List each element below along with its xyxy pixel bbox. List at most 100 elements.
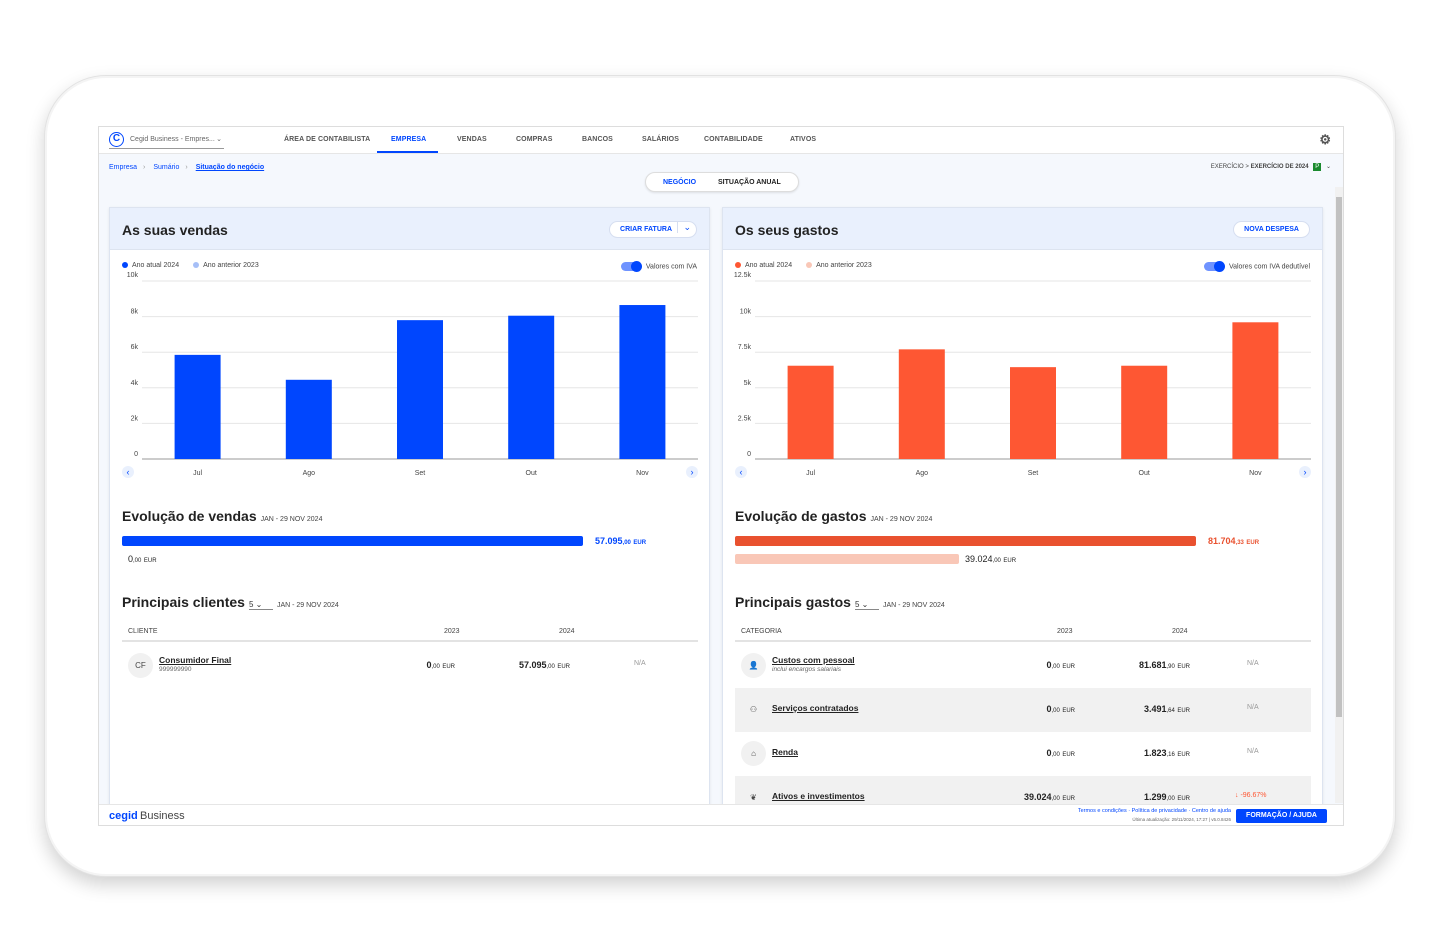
legend-dot — [193, 262, 200, 269]
legend-current: Ano atual 2024 — [132, 262, 180, 269]
chevron-down-icon: ⌄ — [1325, 164, 1331, 170]
period-label: JAN - 29 NOV 2024 — [882, 602, 945, 609]
company-selector[interactable]: C Cegid Business - Empres... ⌄ — [109, 132, 224, 149]
value-2024: 1.299,00 EUR — [1143, 792, 1190, 802]
change-value: N/A — [634, 660, 646, 667]
nav-area-contabilista[interactable]: ÁREA DE CONTABILISTA — [284, 136, 371, 143]
footer-links[interactable]: Termos e condições · Política de privaci… — [1077, 808, 1231, 814]
y-tick-label: 7.5k — [738, 344, 752, 351]
toggle-switch[interactable] — [1203, 260, 1225, 272]
nav-ativos[interactable]: ATIVOS — [790, 136, 817, 143]
x-tick-label: Jul — [806, 470, 815, 477]
vat-toggle[interactable]: Valores com IVA dedutível — [1203, 260, 1310, 272]
table-row[interactable]: ⌂ Renda 0,00 EUR 1.823,16 EUR N/A — [735, 732, 1311, 776]
evolution-heading: Evolução de vendas — [122, 508, 257, 524]
chevron-right-arrow[interactable]: › — [691, 467, 694, 477]
top-nav: C Cegid Business - Empres... ⌄ ÁREA DE C… — [99, 127, 1343, 154]
scrollbar-thumb[interactable] — [1336, 197, 1342, 717]
y-tick-label: 10k — [127, 272, 139, 279]
value-2023: 0,00 EUR — [426, 660, 455, 670]
change-value: ↓ -96.67% — [1235, 792, 1267, 799]
count-select[interactable]: 5 ⌄ — [854, 600, 879, 610]
category-link[interactable]: Custos com pessoal — [772, 655, 855, 665]
value-2024: 81.681,90 EUR — [1138, 660, 1190, 670]
toggle-switch[interactable] — [620, 260, 642, 272]
panel-header: As suas vendas CRIAR FATURA ⌄ — [110, 208, 709, 250]
nav-vendas[interactable]: VENDAS — [457, 136, 487, 143]
brand-suffix: Business — [140, 810, 185, 822]
chevron-down-icon[interactable]: ⌄ — [677, 222, 691, 233]
vat-toggle[interactable]: Valores com IVA — [620, 260, 697, 272]
x-tick-label: Ago — [303, 470, 316, 477]
toggle-label: Valores com IVA — [645, 263, 697, 271]
period-label: JAN - 29 NOV 2024 — [260, 516, 323, 523]
nav-contabilidade[interactable]: CONTABILIDADE — [704, 136, 763, 143]
prev-arrow[interactable] — [122, 466, 134, 478]
chart-legend: Ano atual 2024 Ano anterior 2023 — [122, 262, 259, 269]
col-header-2023: 2023 — [1057, 628, 1073, 635]
x-tick-label: Nov — [636, 470, 649, 477]
change-value: N/A — [1247, 748, 1259, 755]
help-button[interactable]: FORMAÇÃO / AJUDA — [1236, 809, 1327, 823]
avatar: CF — [128, 653, 153, 678]
chevron-down-icon: ⌄ — [216, 136, 222, 143]
value-2023: 0,00 EUR — [1046, 660, 1075, 670]
expenses-bar-chart: 0 2.5k 5k 7.5k 10k 12.5k Jul Ago Set Out Nov ‹ › — [734, 272, 1311, 478]
nav-compras[interactable]: COMPRAS — [516, 136, 553, 143]
table-row[interactable]: 👤 Custos com pessoal inclui encargos sal… — [735, 644, 1311, 688]
breadcrumb-current[interactable]: Situação do negócio — [195, 164, 265, 171]
next-arrow[interactable] — [1299, 466, 1311, 478]
footer: cegid Business Termos e condições · Polí… — [99, 804, 1343, 825]
legend-dot — [735, 262, 741, 269]
chevron-right-arrow[interactable]: › — [1304, 467, 1307, 477]
app-screen: C Cegid Business - Empres... ⌄ ÁREA DE C… — [98, 126, 1344, 826]
tab-situacao-anual[interactable]: SITUAÇÃO ANUAL — [718, 179, 781, 186]
scrollbar[interactable] — [1335, 187, 1343, 803]
value-2024: 3.491,64 EUR — [1143, 704, 1190, 714]
chevron-left-arrow[interactable]: ‹ — [740, 467, 743, 477]
panel-header: Os seus gastos NOVA DESPESA — [723, 208, 1322, 250]
category-link[interactable]: Serviços contratados — [772, 703, 859, 713]
new-expense-button[interactable]: NOVA DESPESA — [1233, 221, 1310, 238]
col-header-category: CATEGORIA — [741, 628, 782, 635]
company-name: Cegid Business - Empres... — [130, 136, 215, 143]
bar-out — [508, 315, 555, 459]
breadcrumb-empresa[interactable]: Empresa — [109, 164, 138, 171]
col-header-client: CLIENTE — [128, 628, 158, 635]
create-invoice-button[interactable]: CRIAR FATURA — [609, 221, 697, 238]
category-link[interactable]: Ativos e investimentos — [772, 791, 865, 801]
value-2023: 0,00 EUR — [1046, 704, 1075, 714]
nav-empresa[interactable]: EMPRESA — [391, 136, 427, 143]
legend-dot — [122, 262, 128, 269]
sales-panel: As suas vendas CRIAR FATURA ⌄ Ano atual … — [109, 207, 710, 807]
exercise-value: EXERCÍCIO DE 2024 — [1250, 164, 1309, 170]
exercise-selector[interactable]: EXERCÍCIO > EXERCÍCIO DE 2024 P ⌄ — [1211, 163, 1331, 171]
client-name-link[interactable]: Consumidor Final — [159, 655, 232, 665]
breadcrumb-sumario[interactable]: Sumário — [153, 164, 180, 171]
next-arrow[interactable] — [686, 466, 698, 478]
count-select[interactable]: 5 ⌄ — [248, 600, 273, 610]
plant-icon: ❦ — [750, 793, 757, 802]
tab-negocio[interactable]: NEGÓCIO — [663, 179, 697, 186]
brand-logo: cegid — [109, 810, 138, 822]
chevron-left-arrow[interactable]: ‹ — [127, 467, 130, 477]
category-link[interactable]: Renda — [772, 747, 798, 757]
current-year-bar — [735, 536, 1196, 546]
table-row[interactable]: ⚇ Serviços contratados 0,00 EUR 3.491,64… — [735, 688, 1311, 732]
x-tick-label: Out — [526, 470, 537, 477]
evolution-title: Evolução de gastos JAN - 29 NOV 2024 — [735, 508, 932, 524]
nav-bancos[interactable]: BANCOS — [582, 136, 613, 143]
bar-set — [397, 320, 443, 459]
prev-arrow[interactable] — [735, 466, 747, 478]
bar-nov — [619, 305, 666, 459]
breadcrumb: Empresa › Sumário › Situação do negócio — [109, 164, 270, 171]
change-value: N/A — [1247, 704, 1259, 711]
chart-legend: Ano atual 2024 Ano anterior 2023 — [735, 262, 872, 269]
settings-gear-icon[interactable]: ⚙ — [1319, 132, 1331, 147]
legend-previous: Ano anterior 2023 — [203, 262, 259, 269]
top-clients-title: Principais clientes 5 ⌄ JAN - 29 NOV 2024 — [122, 594, 339, 610]
value-2024: 57.095,00 EUR — [518, 660, 570, 670]
table-row[interactable]: CF Consumidor Final 999999990 0,00 EUR 5… — [122, 644, 698, 688]
x-tick-label: Ago — [916, 470, 929, 477]
nav-salarios[interactable]: SALÁRIOS — [642, 136, 679, 143]
